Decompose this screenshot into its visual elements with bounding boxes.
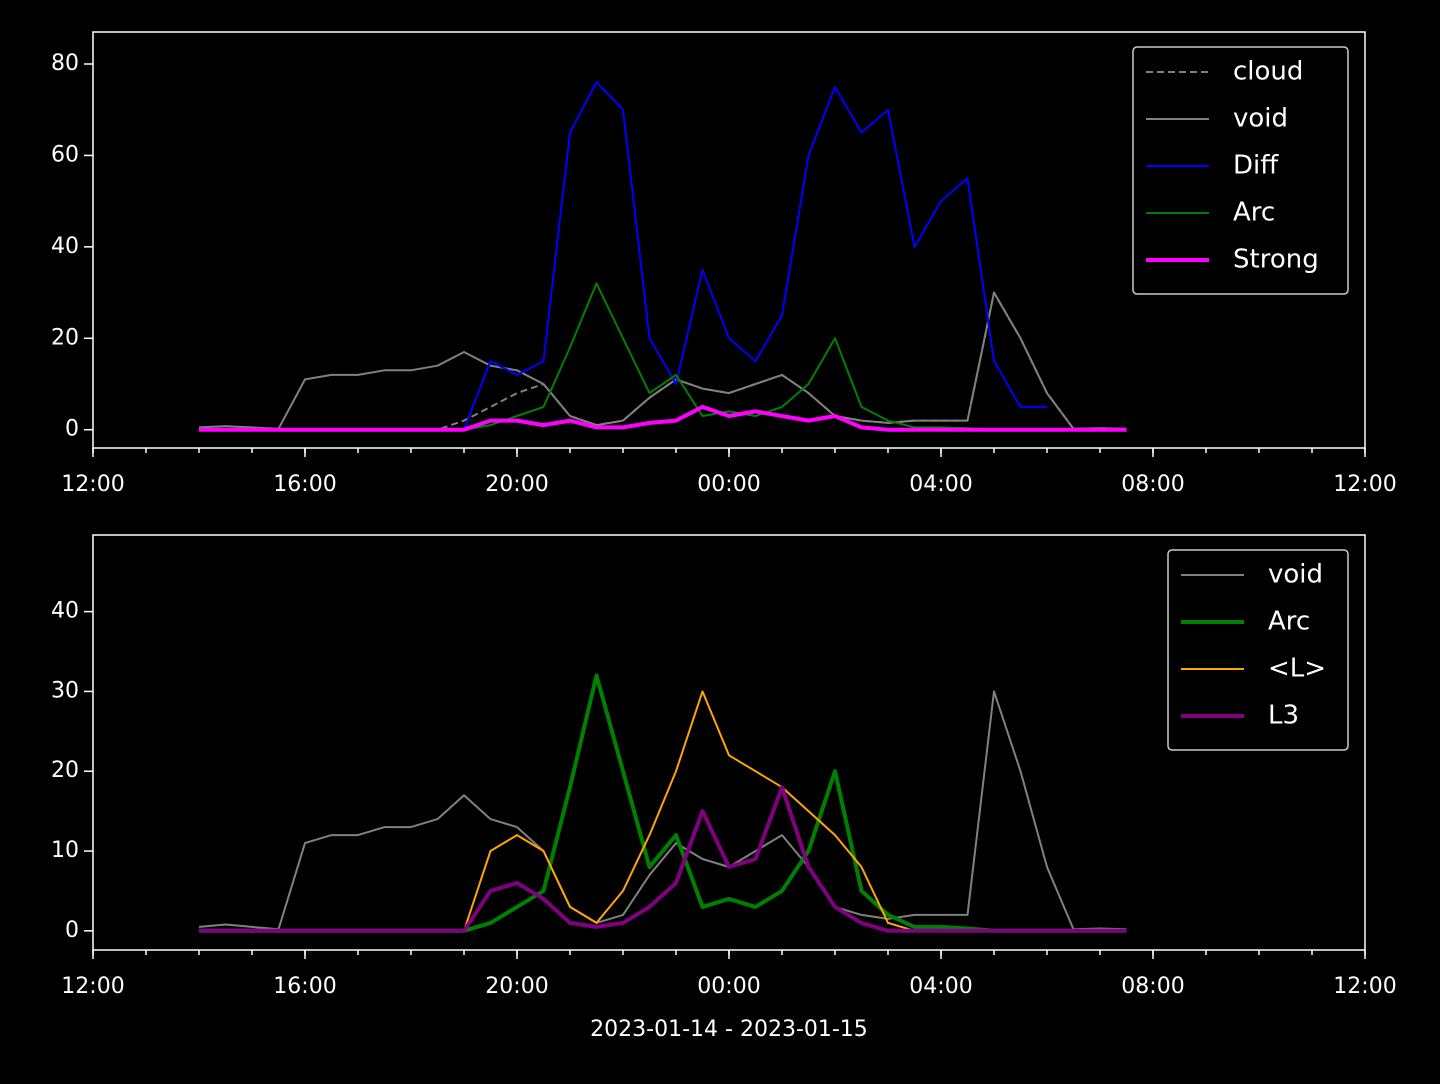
y-tick-label: 60 <box>51 142 79 167</box>
x-tick-label: 04:00 <box>909 974 972 999</box>
y-tick-label: 0 <box>65 918 79 943</box>
legend-label: Diff <box>1233 151 1279 181</box>
legend-label: void <box>1233 104 1288 134</box>
series-line <box>463 81 1047 431</box>
x-tick-label: 16:00 <box>273 472 336 497</box>
series-line <box>198 291 1127 430</box>
y-tick-label: 80 <box>51 51 79 76</box>
legend-label: Arc <box>1233 198 1275 228</box>
x-axis-label: 2023-01-14 - 2023-01-15 <box>590 1017 868 1042</box>
x-tick-label: 00:00 <box>697 974 760 999</box>
x-tick-label: 08:00 <box>1121 472 1184 497</box>
y-tick-label: 40 <box>51 234 79 259</box>
y-tick-label: 0 <box>65 417 79 442</box>
x-tick-label: 12:00 <box>1333 472 1396 497</box>
x-tick-label: 16:00 <box>273 974 336 999</box>
y-tick-label: 10 <box>51 838 79 863</box>
legend-box <box>1167 549 1349 751</box>
y-tick-label: 20 <box>51 325 79 350</box>
axes-frame <box>92 31 1366 449</box>
y-tick-label: 20 <box>51 758 79 783</box>
x-tick-label: 00:00 <box>697 472 760 497</box>
x-tick-label: 08:00 <box>1121 974 1184 999</box>
x-tick-label: 12:00 <box>1333 974 1396 999</box>
x-tick-label: 12:00 <box>61 974 124 999</box>
x-tick-label: 20:00 <box>485 472 548 497</box>
series-line <box>199 404 1127 432</box>
x-tick-label: 20:00 <box>485 974 548 999</box>
y-tick-label: 30 <box>51 678 79 703</box>
y-tick-label: 40 <box>51 599 79 624</box>
legend-label: Strong <box>1233 245 1319 275</box>
legend-label: void <box>1268 560 1323 590</box>
x-tick-label: 12:00 <box>61 472 124 497</box>
axes-frame <box>92 534 1366 951</box>
x-tick-label: 04:00 <box>909 472 972 497</box>
series-line <box>198 690 1127 931</box>
legend-label: <L> <box>1268 654 1326 684</box>
legend-label: L3 <box>1268 701 1299 731</box>
series-line <box>199 785 1127 933</box>
legend-label: cloud <box>1233 57 1303 87</box>
legend-box <box>1132 46 1349 295</box>
legend-label: Arc <box>1268 607 1310 637</box>
